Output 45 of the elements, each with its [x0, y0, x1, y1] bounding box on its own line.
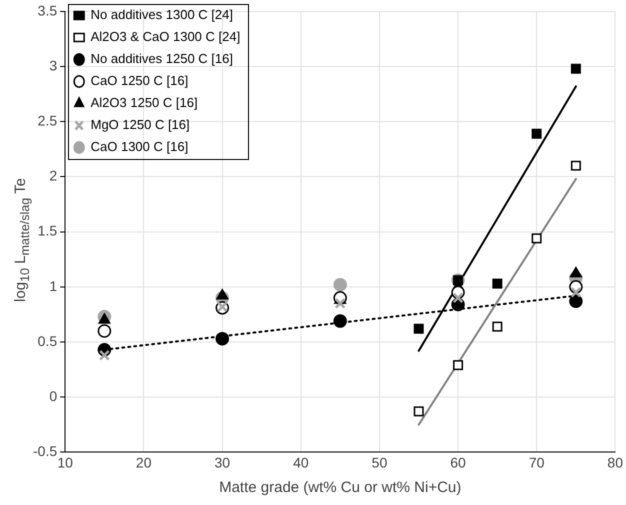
x-tick-label: 20	[136, 454, 152, 470]
x-tick-label: 60	[450, 454, 466, 470]
legend-label: Al2O3 1250 C [16]	[90, 95, 198, 110]
point	[216, 301, 228, 312]
y-tick-label: -0.5	[33, 443, 58, 460]
point	[532, 128, 542, 139]
point	[414, 324, 424, 334]
point	[333, 314, 347, 328]
legend-label: Al2O3 & CaO 1300 C [24]	[90, 29, 240, 44]
point	[414, 406, 424, 416]
legend-label: No additives 1300 C [24]	[90, 7, 233, 22]
point	[453, 360, 464, 370]
point	[492, 278, 502, 289]
point	[452, 292, 464, 304]
point	[492, 322, 502, 332]
point	[570, 160, 581, 171]
point	[216, 332, 230, 346]
legend-label: CaO 1300 C [16]	[90, 139, 188, 154]
point	[98, 350, 110, 361]
legend-label: MgO 1250 C [16]	[90, 117, 190, 132]
point	[532, 233, 542, 244]
y-tick-label: 2.5	[38, 112, 58, 128]
y-tick-label: 3.5	[38, 2, 58, 18]
y-tick-label: 3	[49, 57, 58, 74]
point	[98, 313, 110, 324]
x-tick-label: 80	[607, 454, 624, 470]
x-tick-label: 40	[293, 454, 309, 470]
y-tick-label: 0.5	[38, 332, 58, 349]
point	[98, 324, 112, 338]
x-axis-title: Matte grade (wt% Cu or wt% Ni+Cu)	[219, 479, 462, 496]
x-tick-label: 50	[372, 454, 388, 470]
y-tick-label: 0	[49, 388, 58, 404]
point	[569, 294, 583, 308]
point	[334, 298, 346, 309]
point	[570, 64, 581, 74]
x-tick-label: 70	[528, 454, 545, 470]
x-tick-label: 30	[214, 454, 230, 470]
legend-label: No additives 1250 C [16]	[90, 51, 233, 66]
legend-label: CaO 1250 C [16]	[90, 73, 188, 88]
y-tick-label: 1	[49, 278, 58, 294]
point	[570, 286, 582, 298]
point	[333, 278, 347, 292]
y-tick-label: 1.5	[38, 222, 58, 239]
x-tick-label: 10	[57, 454, 74, 470]
y-tick-label: 2	[49, 168, 58, 184]
